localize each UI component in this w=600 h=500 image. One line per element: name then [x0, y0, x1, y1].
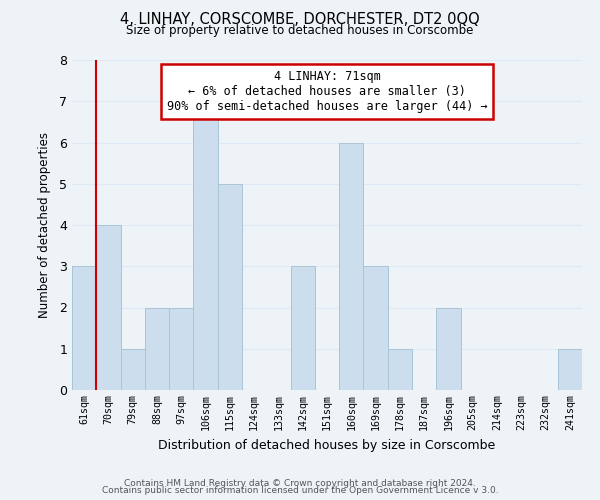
Bar — [558, 349, 582, 390]
Bar — [193, 101, 218, 390]
Text: 4 LINHAY: 71sqm
← 6% of detached houses are smaller (3)
90% of semi-detached hou: 4 LINHAY: 71sqm ← 6% of detached houses … — [167, 70, 487, 113]
Bar — [388, 349, 412, 390]
Bar — [96, 225, 121, 390]
Bar — [169, 308, 193, 390]
Bar — [121, 349, 145, 390]
Text: Size of property relative to detached houses in Corscombe: Size of property relative to detached ho… — [127, 24, 473, 37]
Bar — [290, 266, 315, 390]
Bar — [145, 308, 169, 390]
Y-axis label: Number of detached properties: Number of detached properties — [38, 132, 51, 318]
Text: Contains public sector information licensed under the Open Government Licence v : Contains public sector information licen… — [101, 486, 499, 495]
Bar — [364, 266, 388, 390]
Bar — [72, 266, 96, 390]
Bar — [339, 142, 364, 390]
Bar — [218, 184, 242, 390]
X-axis label: Distribution of detached houses by size in Corscombe: Distribution of detached houses by size … — [158, 438, 496, 452]
Bar — [436, 308, 461, 390]
Text: 4, LINHAY, CORSCOMBE, DORCHESTER, DT2 0QQ: 4, LINHAY, CORSCOMBE, DORCHESTER, DT2 0Q… — [120, 12, 480, 28]
Text: Contains HM Land Registry data © Crown copyright and database right 2024.: Contains HM Land Registry data © Crown c… — [124, 478, 476, 488]
